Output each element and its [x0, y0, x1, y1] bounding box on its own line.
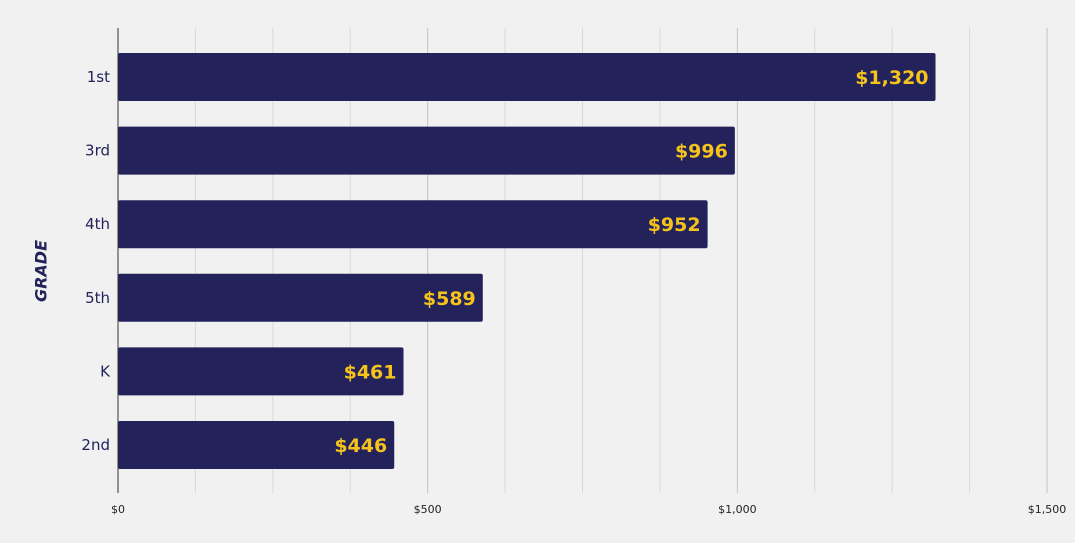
- y-axis-title: GRADE: [32, 240, 51, 302]
- category-label-k: K: [100, 362, 111, 380]
- value-label-2nd: $446: [334, 435, 387, 457]
- category-label-1st: 1st: [87, 68, 110, 86]
- value-label-3rd: $996: [675, 141, 728, 163]
- bar-1st: [118, 53, 936, 101]
- category-label-3rd: 3rd: [85, 142, 110, 160]
- category-label-4th: 4th: [85, 215, 110, 233]
- bars: $1,320 $996 $952 $589 $461 $446: [118, 53, 936, 469]
- value-label-4th: $952: [648, 214, 701, 236]
- x-tick-label: $0: [111, 503, 125, 516]
- bar-k: [118, 347, 404, 396]
- gridlines: [194, 28, 1048, 493]
- category-labels: 1st 3rd 4th 5th K 2nd: [81, 68, 111, 454]
- x-tick-label: $500: [414, 503, 442, 516]
- bar-5th: [118, 273, 483, 322]
- x-tick-label: $1,000: [718, 503, 757, 516]
- x-tick-labels: $0 $500 $1,000 $1,500: [111, 503, 1066, 516]
- value-label-k: $461: [344, 361, 397, 383]
- bar-4th: [118, 200, 708, 249]
- x-tick-label: $1,500: [1028, 503, 1067, 516]
- bar-2nd: [118, 421, 395, 469]
- value-label-5th: $589: [423, 288, 476, 310]
- category-label-2nd: 2nd: [81, 436, 110, 454]
- category-label-5th: 5th: [85, 289, 110, 307]
- value-label-1st: $1,320: [855, 67, 928, 89]
- bar-3rd: [118, 126, 735, 175]
